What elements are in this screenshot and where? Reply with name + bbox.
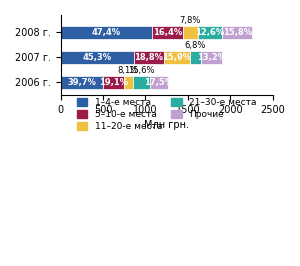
Bar <box>61 26 152 39</box>
Text: 6,8%: 6,8% <box>184 41 206 50</box>
Text: 45,3%: 45,3% <box>82 53 112 62</box>
Bar <box>190 51 200 64</box>
Bar <box>61 51 134 64</box>
Bar <box>103 76 124 89</box>
Text: 19,1%: 19,1% <box>99 78 128 87</box>
Bar <box>200 51 222 64</box>
Bar <box>183 26 198 39</box>
Bar <box>152 26 183 39</box>
Bar <box>164 51 190 64</box>
Bar <box>61 76 104 89</box>
Text: 39,7%: 39,7% <box>68 78 97 87</box>
Text: 17,5%: 17,5% <box>144 78 173 87</box>
Bar <box>222 26 252 39</box>
Text: 16,4%: 16,4% <box>153 28 182 37</box>
Bar <box>198 26 222 39</box>
Text: 15,8%: 15,8% <box>223 28 252 37</box>
Text: 15,6%: 15,6% <box>128 66 154 75</box>
Bar <box>124 76 133 89</box>
Text: 15,9%: 15,9% <box>162 53 191 62</box>
X-axis label: Млн грн.: Млн грн. <box>144 120 189 130</box>
Text: 12,6%: 12,6% <box>195 28 225 37</box>
Bar <box>134 51 164 64</box>
Legend: 1–4-е места, 5–10-е места, 11–20-е места, 21–30-е места, Прочие: 1–4-е места, 5–10-е места, 11–20-е места… <box>73 94 260 134</box>
Bar <box>133 76 149 89</box>
Text: 47,4%: 47,4% <box>92 28 121 37</box>
Text: 18,8%: 18,8% <box>134 53 163 62</box>
Text: 8,1%: 8,1% <box>118 66 139 75</box>
Bar <box>149 76 168 89</box>
Text: 13,2%: 13,2% <box>196 53 226 62</box>
Text: 7,8%: 7,8% <box>180 16 201 25</box>
